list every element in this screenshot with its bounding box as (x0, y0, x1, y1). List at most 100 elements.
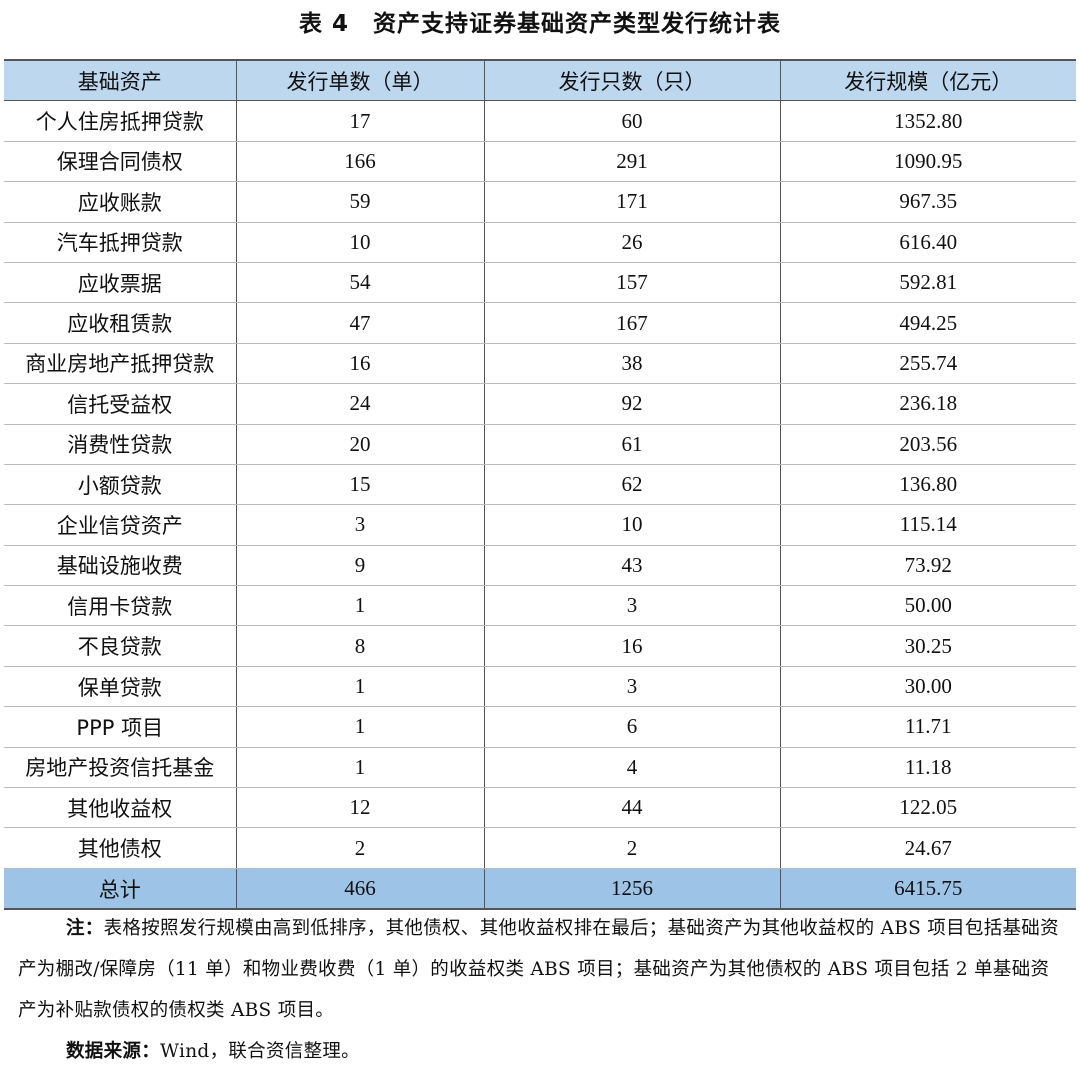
cell-asset: 其他债权 (4, 827, 237, 869)
cell-asset: 应收租赁款 (4, 302, 237, 344)
cell-asset: PPP 项目 (4, 706, 237, 748)
cell-asset: 信用卡贷款 (4, 585, 237, 627)
source-label: 数据来源： (66, 1041, 161, 1062)
cell-tranches: 157 (483, 262, 781, 304)
table-row: 个人住房抵押贷款 17 60 1352.80 (4, 100, 1076, 142)
cell-volume: 6415.75 (779, 868, 1076, 910)
cell-volume: 967.35 (779, 181, 1076, 223)
cell-tranches: 44 (483, 787, 781, 829)
cell-tranches: 6 (483, 706, 781, 748)
cell-tranches: 3 (483, 666, 781, 708)
cell-deals: 8 (235, 625, 485, 667)
table-row: 其他收益权 12 44 122.05 (4, 787, 1076, 829)
cell-asset: 保单贷款 (4, 666, 237, 708)
notes: 注：表格按照发行规模由高到低排序，其他债权、其他收益权排在最后；基础资产为其他收… (18, 908, 1068, 1072)
cell-deals: 1 (235, 585, 485, 627)
cell-deals: 59 (235, 181, 485, 223)
table-row: 不良贷款 8 16 30.25 (4, 625, 1076, 667)
cell-volume: 50.00 (779, 585, 1076, 627)
cell-asset: 商业房地产抵押贷款 (4, 343, 237, 385)
cell-asset: 企业信贷资产 (4, 504, 237, 546)
cell-volume: 115.14 (779, 504, 1076, 546)
table-row: 汽车抵押贷款 10 26 616.40 (4, 222, 1076, 263)
cell-volume: 136.80 (779, 464, 1076, 506)
table-row: 应收租赁款 47 167 494.25 (4, 302, 1076, 344)
cell-deals: 9 (235, 545, 485, 587)
table-row: 保单贷款 1 3 30.00 (4, 666, 1076, 708)
cell-asset: 个人住房抵押贷款 (4, 100, 237, 142)
table-row: 小额贷款 15 62 136.80 (4, 464, 1076, 506)
table-row: 消费性贷款 20 61 203.56 (4, 424, 1076, 465)
cell-volume: 255.74 (779, 343, 1076, 385)
cell-tranches: 2 (483, 827, 781, 869)
cell-volume: 73.92 (779, 545, 1076, 587)
table-title: 表 4 资产支持证券基础资产类型发行统计表 (298, 11, 781, 37)
cell-volume: 203.56 (779, 424, 1076, 465)
cell-tranches: 4 (483, 747, 781, 789)
cell-deals: 466 (235, 868, 485, 910)
cell-volume: 236.18 (779, 383, 1076, 425)
cell-deals: 54 (235, 262, 485, 304)
table-row: 企业信贷资产 3 10 115.14 (4, 504, 1076, 546)
source-text: Wind，联合资信整理。 (160, 1041, 360, 1062)
abs-issuance-table: 基础资产 发行单数（单） 发行只数（只） 发行规模（亿元） 个人住房抵押贷款 17… (4, 59, 1076, 910)
cell-tranches: 3 (483, 585, 781, 627)
cell-deals: 1 (235, 666, 485, 708)
cell-tranches: 10 (483, 504, 781, 546)
cell-tranches: 291 (483, 141, 781, 183)
cell-volume: 11.71 (779, 706, 1076, 748)
cell-volume: 30.00 (779, 666, 1076, 708)
cell-deals: 10 (235, 222, 485, 263)
cell-volume: 494.25 (779, 302, 1076, 344)
cell-asset: 小额贷款 (4, 464, 237, 506)
note-paragraph: 注：表格按照发行规模由高到低排序，其他债权、其他收益权排在最后；基础资产为其他收… (18, 908, 1068, 1031)
cell-deals: 24 (235, 383, 485, 425)
cell-asset: 信托受益权 (4, 383, 237, 425)
header-volume: 发行规模（亿元） (779, 60, 1076, 102)
cell-asset: 总计 (4, 868, 237, 910)
cell-deals: 16 (235, 343, 485, 385)
table-row: 房地产投资信托基金 1 4 11.18 (4, 747, 1076, 789)
cell-asset: 应收票据 (4, 262, 237, 304)
cell-deals: 47 (235, 302, 485, 344)
cell-tranches: 171 (483, 181, 781, 223)
table-row: 基础设施收费 9 43 73.92 (4, 545, 1076, 587)
note-text: 表格按照发行规模由高到低排序，其他债权、其他收益权排在最后；基础资产为其他收益权… (18, 918, 1059, 1021)
table-row: 保理合同债权 166 291 1090.95 (4, 141, 1076, 183)
cell-tranches: 60 (483, 100, 781, 142)
table-row: 应收票据 54 157 592.81 (4, 262, 1076, 304)
cell-volume: 24.67 (779, 827, 1076, 869)
table-row: 其他债权 2 2 24.67 (4, 827, 1076, 869)
cell-volume: 592.81 (779, 262, 1076, 304)
cell-tranches: 1256 (483, 868, 781, 910)
cell-volume: 1352.80 (779, 100, 1076, 142)
cell-volume: 11.18 (779, 747, 1076, 789)
cell-asset: 保理合同债权 (4, 141, 237, 183)
cell-volume: 30.25 (779, 625, 1076, 667)
cell-volume: 616.40 (779, 222, 1076, 263)
cell-deals: 3 (235, 504, 485, 546)
cell-tranches: 92 (483, 383, 781, 425)
cell-tranches: 61 (483, 424, 781, 465)
table-row: 信用卡贷款 1 3 50.00 (4, 585, 1076, 627)
cell-tranches: 43 (483, 545, 781, 587)
cell-deals: 166 (235, 141, 485, 183)
cell-tranches: 167 (483, 302, 781, 344)
header-asset: 基础资产 (4, 60, 237, 102)
cell-asset: 应收账款 (4, 181, 237, 223)
cell-deals: 20 (235, 424, 485, 465)
cell-tranches: 38 (483, 343, 781, 385)
cell-deals: 17 (235, 100, 485, 142)
source-line: 数据来源：Wind，联合资信整理。 (18, 1031, 1068, 1072)
cell-deals: 2 (235, 827, 485, 869)
cell-deals: 12 (235, 787, 485, 829)
header-deals: 发行单数（单） (235, 60, 485, 102)
cell-tranches: 16 (483, 625, 781, 667)
cell-asset: 房地产投资信托基金 (4, 747, 237, 789)
cell-asset: 基础设施收费 (4, 545, 237, 587)
cell-deals: 1 (235, 706, 485, 748)
cell-deals: 15 (235, 464, 485, 506)
table-row: 应收账款 59 171 967.35 (4, 181, 1076, 223)
cell-asset: 不良贷款 (4, 625, 237, 667)
header-tranches: 发行只数（只） (483, 60, 781, 102)
